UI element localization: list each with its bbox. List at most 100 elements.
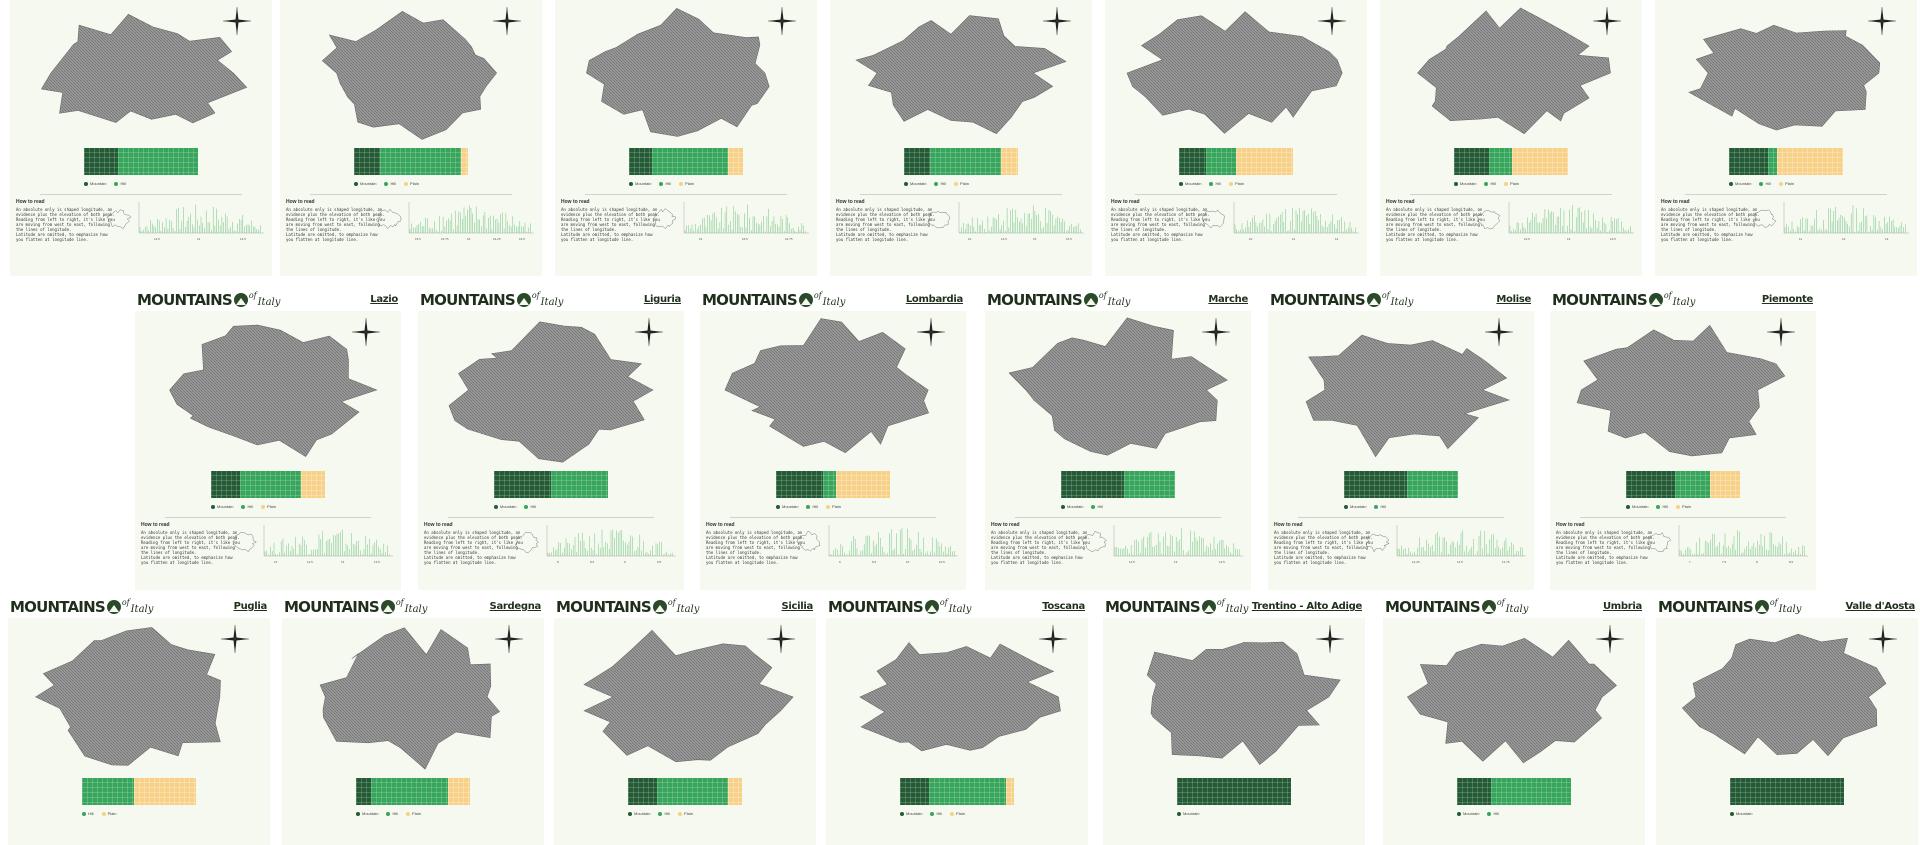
region-card[interactable]: MOUNTAINS ofItaly Lombardia Mountain Hill Pla… [700, 290, 966, 590]
region-card[interactable]: MOUNTAINS ofItaly Sardegna Mountain Hill Plai… [282, 597, 544, 845]
legend-item-mountain: Mountain [211, 504, 233, 509]
axis-tick-label: 12 [1335, 237, 1339, 241]
legend-label: Plain [107, 811, 117, 816]
divider [310, 194, 512, 195]
compass-rose-icon [222, 6, 252, 36]
terrain-legend: Mountain Hill Plain [628, 811, 693, 816]
region-card[interactable]: MOUNTAINS ofItaly Lazio Mountain Hill Plain Ho… [135, 290, 401, 590]
region-card[interactable]: MOUNTAINS ofItaly Piemonte Mountain Hill Plai… [1550, 290, 1816, 590]
compass-rose-icon [766, 624, 796, 654]
region-name[interactable]: Valle d'Aosta [1845, 601, 1916, 612]
region-name[interactable]: Umbria [1602, 601, 1642, 612]
brand-of: of [531, 291, 540, 300]
how-to-read-line: are moving from west to east, following [706, 545, 800, 550]
legend-item-hill: Hill [1759, 181, 1771, 186]
brand-of: of [248, 291, 257, 300]
terrain-composition-bar [356, 778, 470, 805]
terrain-legend: Mountain Hill Plain [900, 811, 965, 816]
how-to-read-line: the lines of longitude. [706, 550, 762, 555]
plain-segment [134, 778, 196, 805]
how-to-read-line: you flatten at longitude line. [706, 560, 779, 565]
card-header: MOUNTAINS ofItaly Puglia [8, 597, 270, 618]
region-card[interactable]: MOUNTAINS ofItaly Umbria Mountain Hill [1383, 597, 1645, 845]
region-name[interactable]: Molise [1496, 294, 1531, 305]
region-card[interactable]: MOUNTAINS ofItaly Trentino - Alto Adige Mou… [1103, 597, 1365, 845]
brand-word: MOUNTAINS [1552, 291, 1648, 309]
region-card[interactable]: MOUNTAINS ofItaly Marche Mountain Hill How to… [985, 290, 1251, 590]
region-card[interactable]: Mountain Hill Plain How to read An absolute … [1655, 0, 1917, 276]
legend-dot-icon [934, 181, 939, 186]
axis-tick-label: 10 [1249, 237, 1253, 241]
axis-tick-label: 13.5 [1610, 237, 1616, 241]
axis-tick-label: 10.5 [939, 560, 945, 564]
region-name[interactable]: Lazio [370, 294, 398, 305]
legend-item-plain: Plain [1779, 181, 1794, 186]
how-to-read-title: How to read [706, 522, 735, 528]
axis-tick-label: 16 [467, 237, 471, 241]
region-name[interactable]: Toscana [1042, 601, 1085, 612]
legend-dot-icon [82, 811, 86, 816]
legend-label: Plain [956, 811, 965, 816]
legend-label: Mountain [90, 181, 107, 186]
region-card[interactable]: MOUNTAINS ofItaly Liguria Mountain Hill How t… [418, 290, 684, 590]
how-to-read-text: How to read An absolute only is shaped lo… [141, 523, 241, 566]
how-to-read-text: How to read An absolute only is shaped lo… [1386, 200, 1486, 243]
compass-rose-icon [916, 317, 946, 347]
brand-word: MOUNTAINS [137, 291, 233, 309]
legend-dot-icon [114, 181, 119, 186]
region-card[interactable]: MOUNTAINS ofItaly Puglia Hill Plain [8, 597, 270, 845]
hill-segment [1489, 148, 1513, 175]
region-name[interactable]: Liguria [643, 294, 681, 305]
how-to-read-line: Latitude are omitted, to emphasize how [1111, 232, 1203, 237]
longitude-elevation-strip [1676, 523, 1810, 559]
relief-map [300, 622, 526, 772]
region-card[interactable]: Mountain Hill How to read An absolute only … [10, 0, 272, 276]
brand-word: MOUNTAINS [1658, 598, 1754, 616]
region-name[interactable]: Sicilia [781, 601, 814, 612]
axis-tick-label: 9 [839, 560, 841, 564]
legend-dot-icon [1344, 504, 1348, 509]
plain-segment [728, 148, 743, 175]
terrain-composition-bar [84, 148, 198, 175]
terrain-legend: Mountain Hill Plain [1179, 181, 1244, 186]
axis-tick-label: 13 [1174, 560, 1178, 564]
legend-item-hill: Hill [241, 504, 253, 509]
mini-outline-icon [231, 531, 257, 553]
plain-segment [1006, 778, 1014, 805]
region-card[interactable]: MOUNTAINS ofItaly Molise Mountain Hill How to… [1268, 290, 1534, 590]
how-to-read-line: are moving from west to east, following [16, 222, 110, 227]
region-card[interactable]: Mountain Hill Plain How to read An absolute … [830, 0, 1092, 276]
mini-outline-icon [1201, 208, 1227, 230]
region-card[interactable]: MOUNTAINS ofItaly Toscana Mountain Hill Plain [826, 597, 1088, 845]
region-card[interactable]: MOUNTAINS ofItaly Sicilia Mountain Hill Plain [554, 597, 816, 845]
legend-item-hill: Hill [1487, 811, 1499, 816]
region-card[interactable]: Mountain Hill Plain How to read An absolute … [1380, 0, 1642, 276]
how-to-read-title: How to read [1661, 199, 1690, 205]
longitude-elevation-strip [1111, 523, 1245, 559]
region-name[interactable]: Piemonte [1761, 294, 1813, 305]
mountain-segment [1179, 148, 1207, 175]
region-card[interactable]: MOUNTAINS ofItaly Valle d'Aosta Mountain [1656, 597, 1918, 845]
how-to-read-text: How to read An absolute only is shaped lo… [991, 523, 1091, 566]
region-card[interactable]: Mountain Hill Plain How to read An absolute … [1105, 0, 1367, 276]
region-name[interactable]: Puglia [233, 601, 268, 612]
terrain-composition-bar [629, 148, 743, 175]
region-name[interactable]: Marche [1208, 294, 1248, 305]
card-header: MOUNTAINS ofItaly Piemonte [1550, 290, 1816, 311]
brand-italy: Italy [130, 604, 154, 615]
terrain-composition-bar [494, 471, 608, 498]
region-card[interactable]: Mountain Hill Plain How to read An absolute … [555, 0, 817, 276]
how-to-read-line: evidence plus the elevation of both peak… [1556, 535, 1655, 540]
divider [1135, 194, 1337, 195]
mountain-segment [1626, 471, 1676, 498]
region-card[interactable]: Mountain Hill Plain How to read An absolute … [280, 0, 542, 276]
relief-map [1673, 4, 1899, 142]
how-to-read-text: How to read An absolute only is shaped lo… [424, 523, 524, 566]
region-name[interactable]: Lombardia [905, 294, 963, 305]
how-to-read-line: An absolute only is shaped longitude, an [141, 530, 238, 535]
region-name[interactable]: Trentino - Alto Adige [1251, 601, 1362, 612]
legend-dot-icon [356, 811, 360, 816]
how-to-read-title: How to read [16, 199, 45, 205]
mountain-logo-icon [380, 600, 395, 614]
region-name[interactable]: Sardegna [489, 601, 542, 612]
